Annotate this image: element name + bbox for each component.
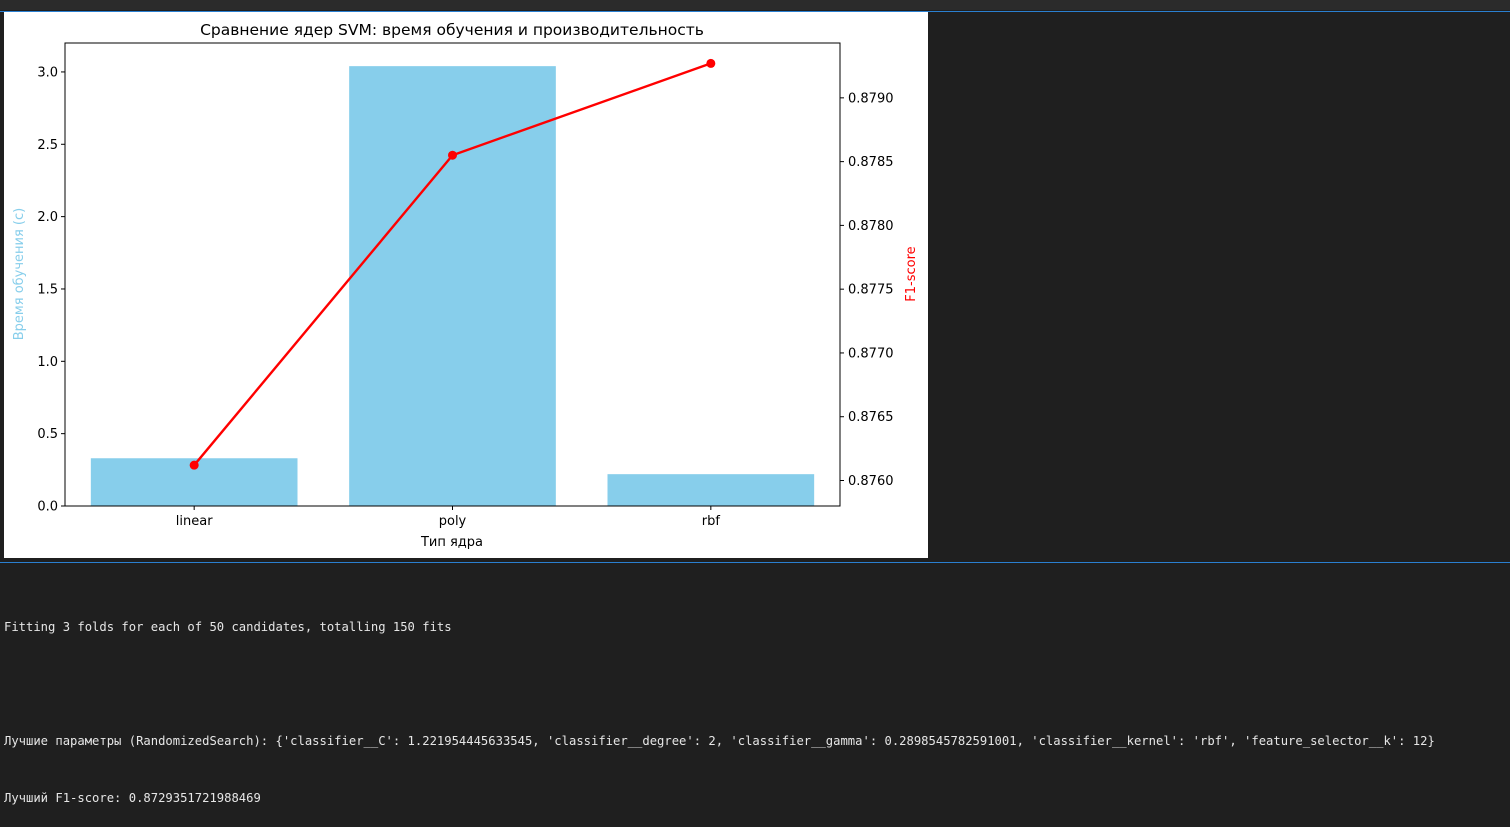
y-tick-label-right: 0.8765	[848, 410, 894, 425]
cell-divider-top	[0, 11, 1510, 12]
y-tick-label-left: 2.0	[37, 210, 58, 225]
x-tick-label-linear: linear	[176, 514, 213, 529]
y-tick-label-left: 3.0	[37, 65, 58, 80]
bar-poly	[349, 66, 556, 507]
cell-divider-output	[0, 562, 1510, 563]
x-tick-label-poly: poly	[439, 514, 467, 529]
y-axis-label-right: F1-score	[904, 246, 919, 301]
y-tick-label-left: 1.0	[37, 355, 58, 370]
f1-point-linear	[189, 460, 199, 470]
y-tick-label-right: 0.8760	[848, 474, 894, 489]
y-tick-label-left: 0.5	[37, 427, 58, 442]
y-tick-label-right: 0.8785	[848, 155, 894, 170]
console-line-fitting: Fitting 3 folds for each of 50 candidate…	[4, 620, 452, 634]
console-line-best-f1: Лучший F1-score: 0.8729351721988469	[4, 791, 261, 805]
chart-title: Сравнение ядер SVM: время обучения и про…	[200, 21, 704, 39]
cell-output-area: Сравнение ядер SVM: время обучения и про…	[0, 12, 1510, 562]
y-tick-label-left: 1.5	[37, 282, 58, 297]
y-tick-label-left: 2.5	[37, 138, 58, 153]
x-tick-label-rbf: rbf	[702, 514, 721, 529]
y-tick-label-right: 0.8780	[848, 219, 894, 234]
console-line-best-params: Лучшие параметры (RandomizedSearch): {'c…	[4, 734, 1435, 748]
console-output: Fitting 3 folds for each of 50 candidate…	[4, 580, 1510, 827]
x-axis-label: Тип ядра	[420, 535, 483, 550]
editor-top-bar	[0, 0, 1510, 10]
bar-rbf	[607, 474, 815, 506]
chart-svg: Сравнение ядер SVM: время обучения и про…	[12, 21, 919, 550]
f1-point-rbf	[706, 58, 716, 68]
y-tick-label-right: 0.8770	[848, 346, 894, 361]
y-tick-label-right: 0.8775	[848, 283, 894, 298]
y-axis-label-left: Время обучения (с)	[12, 208, 27, 340]
console-blank-line	[4, 675, 1510, 694]
chart-figure: Сравнение ядер SVM: время обучения и про…	[4, 12, 928, 558]
y-tick-label-left: 0.0	[37, 500, 58, 515]
f1-point-poly	[448, 150, 457, 160]
y-tick-label-right: 0.8790	[848, 91, 894, 106]
